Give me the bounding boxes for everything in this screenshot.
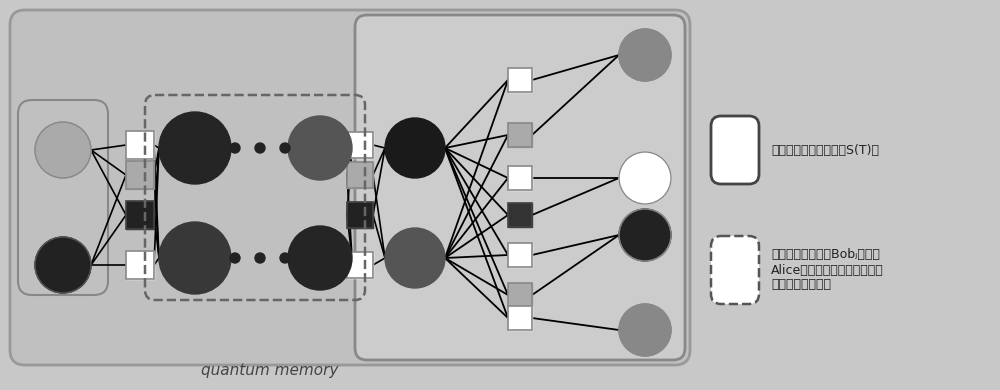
Circle shape xyxy=(280,253,290,263)
Bar xyxy=(508,283,532,307)
Circle shape xyxy=(255,253,265,263)
Bar xyxy=(126,161,154,189)
FancyBboxPatch shape xyxy=(711,116,759,184)
Bar xyxy=(347,132,373,158)
Circle shape xyxy=(619,152,671,204)
Circle shape xyxy=(159,112,231,184)
FancyBboxPatch shape xyxy=(18,100,108,295)
Circle shape xyxy=(385,118,445,178)
Text: quantum memory: quantum memory xyxy=(201,362,339,378)
Circle shape xyxy=(35,237,91,293)
Bar xyxy=(508,68,532,92)
Bar xyxy=(508,166,532,190)
Bar xyxy=(347,202,373,228)
Bar xyxy=(126,131,154,159)
Bar xyxy=(508,306,532,330)
Bar xyxy=(508,203,532,227)
Circle shape xyxy=(288,226,352,290)
Circle shape xyxy=(385,228,445,288)
Bar xyxy=(508,123,532,147)
Bar xyxy=(347,162,373,188)
Bar xyxy=(126,201,154,229)
Text: 虚线框中量子图为Bobⱼ的发给
Alice加密后的量子比特和陷阱
量子比特的混合图: 虚线框中量子图为Bobⱼ的发给 Alice加密后的量子比特和陷阱 量子比特的混合… xyxy=(771,248,884,291)
Bar xyxy=(347,202,373,228)
Circle shape xyxy=(280,143,290,153)
Bar xyxy=(508,203,532,227)
Bar xyxy=(126,131,154,159)
Bar xyxy=(508,243,532,267)
Circle shape xyxy=(288,116,352,180)
Bar xyxy=(126,251,154,279)
Circle shape xyxy=(230,143,240,153)
Bar xyxy=(347,252,373,278)
FancyBboxPatch shape xyxy=(711,236,759,304)
Circle shape xyxy=(619,209,671,261)
Bar xyxy=(126,201,154,229)
Bar xyxy=(508,306,532,330)
Bar xyxy=(347,252,373,278)
Circle shape xyxy=(159,222,231,294)
Bar xyxy=(347,162,373,188)
FancyBboxPatch shape xyxy=(10,10,690,365)
Bar xyxy=(508,68,532,92)
Circle shape xyxy=(35,122,91,178)
Bar xyxy=(347,132,373,158)
Bar xyxy=(508,243,532,267)
Circle shape xyxy=(255,143,265,153)
Bar xyxy=(508,283,532,307)
Bar xyxy=(126,251,154,279)
FancyBboxPatch shape xyxy=(355,15,685,360)
Bar xyxy=(508,123,532,147)
Bar xyxy=(508,166,532,190)
Circle shape xyxy=(230,253,240,263)
Bar xyxy=(126,161,154,189)
Circle shape xyxy=(619,304,671,356)
Circle shape xyxy=(619,29,671,81)
Text: 实线框中量子图为基础S(T)图: 实线框中量子图为基础S(T)图 xyxy=(771,144,879,156)
